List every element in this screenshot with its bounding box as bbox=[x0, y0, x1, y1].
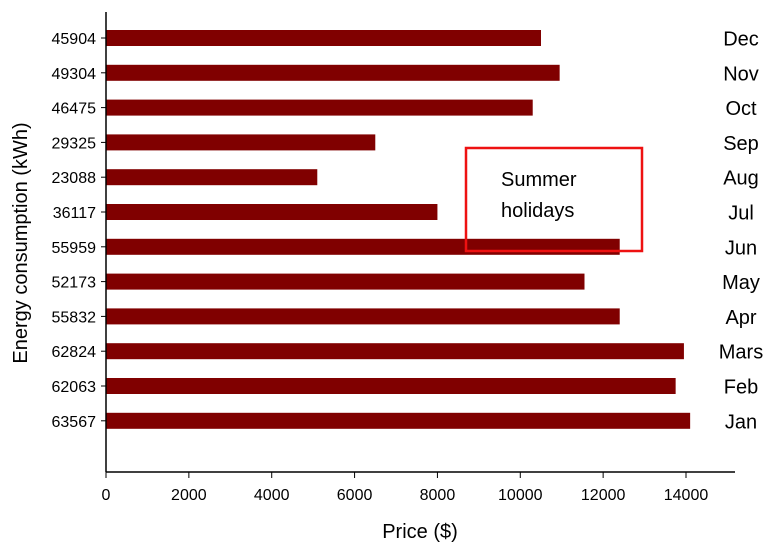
month-label-feb: Feb bbox=[724, 377, 758, 399]
x-tick-label-14000: 14000 bbox=[664, 487, 709, 504]
x-tick-label-4000: 4000 bbox=[254, 487, 290, 504]
energy-label-may: 52173 bbox=[52, 275, 97, 292]
bar-aug bbox=[106, 169, 318, 186]
energy-label-mars: 62824 bbox=[52, 344, 97, 361]
annotation-text-line2: holidays bbox=[501, 200, 574, 222]
energy-label-apr: 55832 bbox=[52, 309, 97, 326]
x-axis-label: Price ($) bbox=[382, 521, 458, 543]
month-label-jul: Jul bbox=[728, 203, 754, 225]
month-label-apr: Apr bbox=[725, 307, 756, 329]
bar-jan bbox=[106, 412, 691, 429]
bar-dec bbox=[106, 30, 541, 46]
bar-apr bbox=[106, 308, 620, 325]
x-axis: 0 2000 4000 6000 8000 10000 12000 14000 bbox=[102, 471, 735, 504]
x-tick-label-6000: 6000 bbox=[337, 487, 373, 504]
month-label-jan: Jan bbox=[725, 411, 757, 433]
energy-label-aug: 23088 bbox=[52, 170, 97, 187]
month-label-sep: Sep bbox=[723, 133, 759, 155]
energy-label-nov: 49304 bbox=[52, 66, 97, 83]
annotation: Summer holidays bbox=[464, 146, 644, 253]
energy-label-jul: 36117 bbox=[53, 205, 96, 222]
x-tick-label-8000: 8000 bbox=[420, 487, 456, 504]
x-tick-label-12000: 12000 bbox=[581, 487, 626, 504]
bar-feb bbox=[106, 378, 676, 394]
month-label-aug: Aug bbox=[723, 168, 759, 190]
energy-label-oct: 46475 bbox=[52, 101, 97, 118]
bar-nov bbox=[106, 64, 560, 81]
month-label-jun: Jun bbox=[725, 237, 757, 259]
month-label-oct: Oct bbox=[725, 98, 757, 120]
energy-label-sep: 29325 bbox=[52, 135, 97, 152]
x-tick-label-2000: 2000 bbox=[171, 487, 207, 504]
energy-label-jan: 63567 bbox=[52, 414, 97, 431]
bar-sep bbox=[106, 134, 376, 151]
energy-label-jun: 55959 bbox=[52, 240, 97, 257]
month-label-dec: Dec bbox=[723, 29, 759, 51]
energy-label-dec: 45904 bbox=[52, 31, 97, 48]
annotation-text-line1: Summer bbox=[501, 169, 577, 191]
annotation-box bbox=[464, 146, 644, 253]
bar-jun bbox=[106, 238, 620, 255]
x-tick-label-10000: 10000 bbox=[498, 487, 543, 504]
month-label-may: May bbox=[722, 272, 760, 294]
month-label-nov: Nov bbox=[723, 63, 759, 85]
bar-oct bbox=[106, 99, 533, 116]
bar-may bbox=[106, 273, 585, 290]
bar-jul bbox=[106, 204, 438, 220]
bar-mars bbox=[106, 343, 684, 360]
month-label-mars: Mars bbox=[719, 342, 763, 364]
energy-label-feb: 62063 bbox=[52, 379, 97, 396]
plot-area: 45904 Dec 49304 Nov 46475 Oct 29325 Sep 23088 Aug… bbox=[52, 29, 764, 434]
x-tick-label-0: 0 bbox=[102, 487, 111, 504]
y-axis-label: Energy consumption (kWh) bbox=[10, 122, 32, 363]
